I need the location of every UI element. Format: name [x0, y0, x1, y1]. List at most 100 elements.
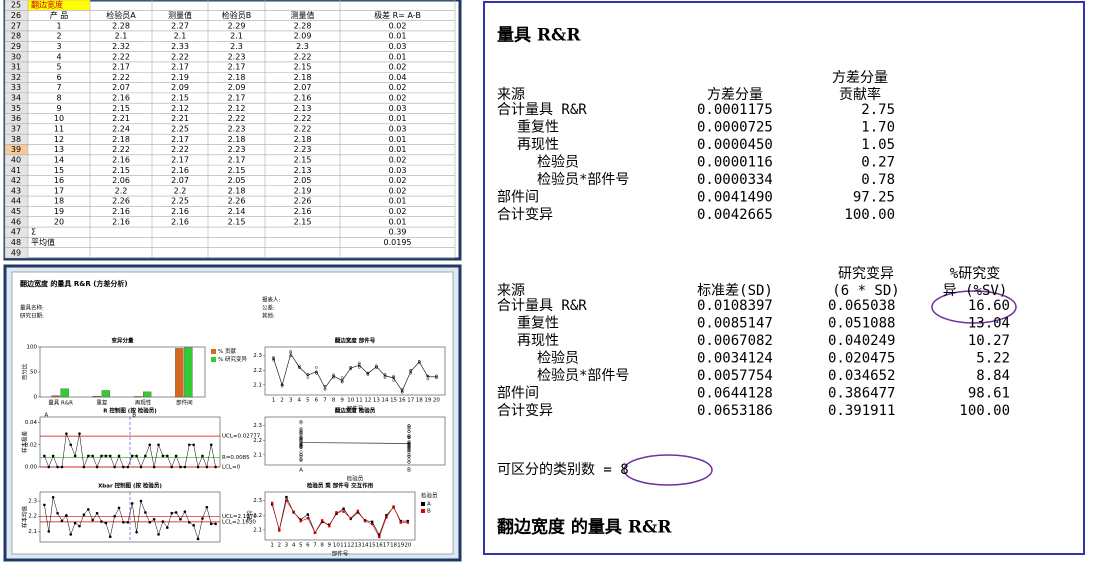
- point: [407, 424, 411, 428]
- y-tick-label: 2.1: [253, 452, 262, 458]
- cell: 0.04: [389, 73, 407, 82]
- cell: 0.01: [389, 135, 407, 144]
- point: [407, 434, 411, 438]
- point: [299, 453, 303, 457]
- column-header: 检验员A: [106, 10, 136, 20]
- cell: 2.22: [294, 114, 312, 123]
- cell: 2.16: [112, 217, 130, 226]
- report-info: 研究日期:: [20, 312, 44, 320]
- source-label: 重复性: [517, 315, 559, 332]
- cell: 2.12: [228, 104, 246, 113]
- cell: 0.01: [389, 197, 407, 206]
- cell: 0.02: [389, 207, 407, 216]
- point: [407, 447, 411, 451]
- cell: 2.14: [228, 207, 246, 216]
- value-cell: 16.60: [968, 298, 1010, 314]
- cell: 2.23: [228, 145, 246, 154]
- bar: [60, 388, 69, 398]
- bar: [142, 391, 152, 398]
- x-tick-label: 12: [347, 543, 354, 549]
- sheet-frame: [3, 0, 462, 261]
- cell: 2.17: [228, 155, 246, 164]
- y-tick-label: 2.3: [253, 423, 262, 429]
- cell: 2.15: [228, 166, 246, 175]
- y-tick-label: 2.2: [253, 438, 262, 444]
- cell: 2.32: [112, 42, 130, 51]
- point: [299, 421, 303, 425]
- x-tick-label: 1: [270, 543, 274, 549]
- x-tick-label: 重复: [96, 399, 108, 407]
- bar: [92, 395, 102, 398]
- point: [417, 360, 421, 363]
- bar: [184, 347, 193, 398]
- source-label: 重复性: [517, 119, 559, 136]
- value-cell: 5.22: [976, 351, 1010, 367]
- row-number: 42: [11, 176, 21, 185]
- cell: 2.22: [294, 125, 312, 134]
- cell: 0.03: [389, 104, 407, 113]
- y-tick-label: 2.3: [253, 353, 262, 359]
- y-tick-label: 2.1: [28, 529, 37, 535]
- value-cell: 0.0034124: [697, 351, 773, 367]
- x-tick-label: 20: [404, 543, 411, 549]
- y-tick-label: 2.1: [253, 527, 262, 533]
- row-number: 37: [11, 125, 21, 134]
- row-number: 46: [11, 217, 21, 226]
- value-cell: 10.27: [968, 333, 1010, 349]
- column-header: 测量值: [291, 10, 315, 20]
- cell: 15: [54, 166, 64, 175]
- cell: 2: [56, 32, 61, 41]
- cell: 2.16: [171, 217, 189, 226]
- x-tick-label: 4: [298, 398, 302, 404]
- cell: 0.02: [389, 186, 407, 195]
- point: [332, 373, 335, 376]
- point: [299, 437, 303, 441]
- control-limit-label: R=0.0085: [222, 455, 250, 461]
- cell: 2.22: [112, 73, 130, 82]
- row-number: 28: [11, 32, 21, 41]
- value-cell: 100.00: [844, 207, 895, 223]
- average-label: 平均值: [31, 237, 55, 247]
- y-tick-label: 2.3: [253, 498, 262, 504]
- plot-title: 检验员 乘 部件号 交互作用: [307, 482, 373, 490]
- cell: 2.09: [171, 83, 189, 92]
- cell: 2.18: [112, 135, 130, 144]
- x-tick-label: 15: [369, 543, 376, 549]
- point: [407, 457, 411, 461]
- point: [332, 374, 335, 378]
- plot-title: 翻边宽度 部件号: [335, 337, 376, 345]
- cell: 2.28: [112, 21, 130, 30]
- row-number: 29: [11, 42, 21, 51]
- legend-swatch: [421, 509, 425, 513]
- cell: 2.16: [171, 166, 189, 175]
- cell: 2.23: [294, 145, 312, 154]
- cell: 2.1: [174, 32, 187, 41]
- point: [299, 430, 303, 434]
- source-label: 检验员*部件号: [537, 368, 629, 384]
- control-limit-label: LCL=0: [222, 465, 241, 471]
- x-tick-label: 19: [424, 398, 431, 404]
- source-label: 检验员: [537, 155, 579, 171]
- point: [407, 444, 411, 448]
- point: [435, 374, 438, 378]
- point: [297, 366, 301, 369]
- y-tick-label: 2.2: [28, 514, 37, 520]
- cell: 2.15: [112, 104, 130, 113]
- cell: 19: [54, 207, 64, 216]
- x-tick-label: 6: [315, 398, 319, 404]
- x-tick-label: 14: [362, 543, 369, 549]
- row-number: 34: [11, 94, 21, 103]
- cell: 2.15: [228, 217, 246, 226]
- x-tick-label: 10: [333, 543, 340, 549]
- cell: 2.09: [228, 83, 246, 92]
- value-cell: 0.0042665: [697, 207, 773, 223]
- series-line: [44, 432, 216, 468]
- cell: 5: [56, 63, 61, 72]
- cell: 2.16: [112, 155, 130, 164]
- point: [407, 435, 411, 439]
- point: [272, 357, 275, 360]
- cell: 9: [56, 104, 61, 113]
- cell: 2.2: [174, 186, 187, 195]
- cell: 2.22: [294, 52, 312, 61]
- row-header-bg: [5, 0, 28, 258]
